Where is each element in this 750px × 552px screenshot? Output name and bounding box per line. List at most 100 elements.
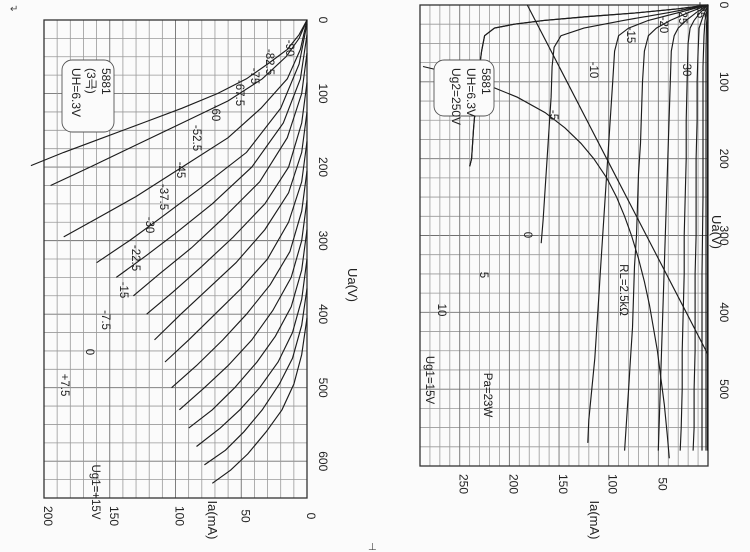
x-tick-label: 400 (717, 302, 731, 322)
series-line (526, 4, 709, 355)
series-line (30, 19, 308, 167)
y-tick-label: 150 (556, 474, 570, 494)
series-line (469, 4, 709, 167)
x-tick-label: 500 (316, 378, 330, 398)
series-label: -35 (694, 2, 706, 19)
series-label: -45 (174, 162, 186, 179)
series-line (204, 288, 308, 466)
series-label: 10 (435, 304, 447, 317)
x-tick-label: 0 (717, 2, 731, 9)
series-line (540, 4, 709, 244)
series-curves (30, 19, 308, 484)
series-label: -90 (283, 40, 295, 57)
y-tick-label: 150 (107, 506, 121, 526)
series-label: 30 (680, 64, 692, 77)
info-text: 5881 (99, 68, 113, 95)
y-axis-label: Ia(mA) (587, 501, 602, 540)
x-tick-label: 600 (316, 451, 330, 471)
series-label: -82.5 (263, 49, 275, 75)
series-line (171, 170, 308, 389)
series-label: -37.5 (157, 184, 169, 210)
y-tick-label: 100 (173, 506, 187, 526)
series-label: Pa=23W (481, 373, 493, 418)
info-text: (3극) (84, 68, 98, 94)
x-tick-label: 400 (316, 304, 330, 324)
tick-labels: 0 100 200 300 400 500 600 0 50 100 150 200 (41, 17, 330, 527)
series-line (692, 4, 709, 451)
y-tick-label: 0 (304, 513, 318, 520)
series-label: +7.5 (58, 374, 70, 397)
return-mark-icon: ↵ (10, 4, 18, 15)
series-line (179, 200, 308, 411)
y-tick-label: 50 (238, 509, 252, 523)
series-label: -52.5 (190, 125, 202, 151)
series-label: -5 (547, 110, 559, 120)
series-line (657, 4, 709, 451)
series-line (63, 19, 308, 238)
series-line (706, 4, 709, 451)
series-line (146, 82, 308, 315)
chart-panel-1: 0 100 200 300 400 500 600 0 50 100 150 200 Ua(V) Ia(m… (30, 17, 360, 540)
series-label: Ug1=15V (423, 356, 435, 405)
series-line (50, 19, 308, 187)
series-label: -30 (143, 217, 155, 234)
x-axis-label: Ua(V) (709, 215, 724, 249)
series-labels: Ug1=15V 10 5 0 -5 -10 -15 -20 -25 30 -35 Pa=23W RL=2… (423, 2, 706, 418)
y-axis-label: Ia(mA) (205, 501, 220, 540)
series-line (422, 65, 670, 459)
series-label: -20 (657, 17, 669, 34)
series-label: 0 (83, 349, 95, 355)
y-tick-label: 50 (655, 477, 669, 491)
info-text: 5881 (479, 68, 493, 95)
info-text: Ug2=250V (449, 68, 463, 125)
chart-panel-2: 010020030040050050100150200250Ua(V)Ia(mA… (419, 2, 731, 540)
series-label: 5 (477, 272, 489, 278)
series-label: -10 (587, 62, 599, 79)
series-curves (422, 4, 709, 459)
x-tick-label: 100 (717, 72, 731, 92)
info-text: UH=6.3V (69, 68, 83, 117)
x-tick-label: 300 (316, 231, 330, 251)
series-line (679, 4, 709, 451)
x-tick-label: 0 (316, 17, 330, 24)
series-line (96, 23, 308, 264)
series-label: Ug1=+15V (89, 465, 101, 520)
series-line (188, 229, 308, 429)
series-line (587, 4, 709, 443)
series-line (154, 111, 308, 341)
x-axis-label: Ua(V) (345, 268, 360, 302)
x-tick-label: 200 (717, 149, 731, 169)
series-line (133, 53, 308, 297)
series-label: -7.5 (99, 310, 111, 330)
x-tick-label: 500 (717, 379, 731, 399)
series-labels: Ug1=+15V +7.5 0 -7.5 -15-22.5-30-37.5 -45 -52.… (58, 40, 295, 520)
y-tick-label: 200 (41, 506, 55, 526)
series-label: -22.5 (129, 245, 141, 271)
series-line (701, 4, 709, 451)
series-line (164, 141, 308, 363)
y-tick-label: 200 (506, 474, 520, 494)
series-line (624, 4, 709, 451)
series-label: RL=2.5kΩ (617, 264, 629, 316)
x-tick-label: 300 (717, 225, 731, 245)
y-tick-label: 250 (457, 474, 471, 494)
series-line (211, 317, 308, 484)
series-label: -67.5 (233, 80, 245, 106)
series-label: -25 (676, 8, 688, 25)
series-label: -15 (624, 27, 636, 44)
series-label: -75 (248, 68, 260, 85)
corner-mark-icon: ⊥ (368, 542, 377, 552)
x-tick-label: 200 (316, 157, 330, 177)
info-box (433, 59, 495, 117)
y-tick-label: 100 (606, 474, 620, 494)
series-label: 0 (521, 232, 533, 238)
series-label: -60 (209, 105, 221, 122)
series-line (115, 34, 308, 278)
x-tick-label: 100 (316, 84, 330, 104)
info-box (61, 59, 115, 133)
series-label: -15 (117, 282, 129, 299)
series-line (196, 258, 308, 447)
